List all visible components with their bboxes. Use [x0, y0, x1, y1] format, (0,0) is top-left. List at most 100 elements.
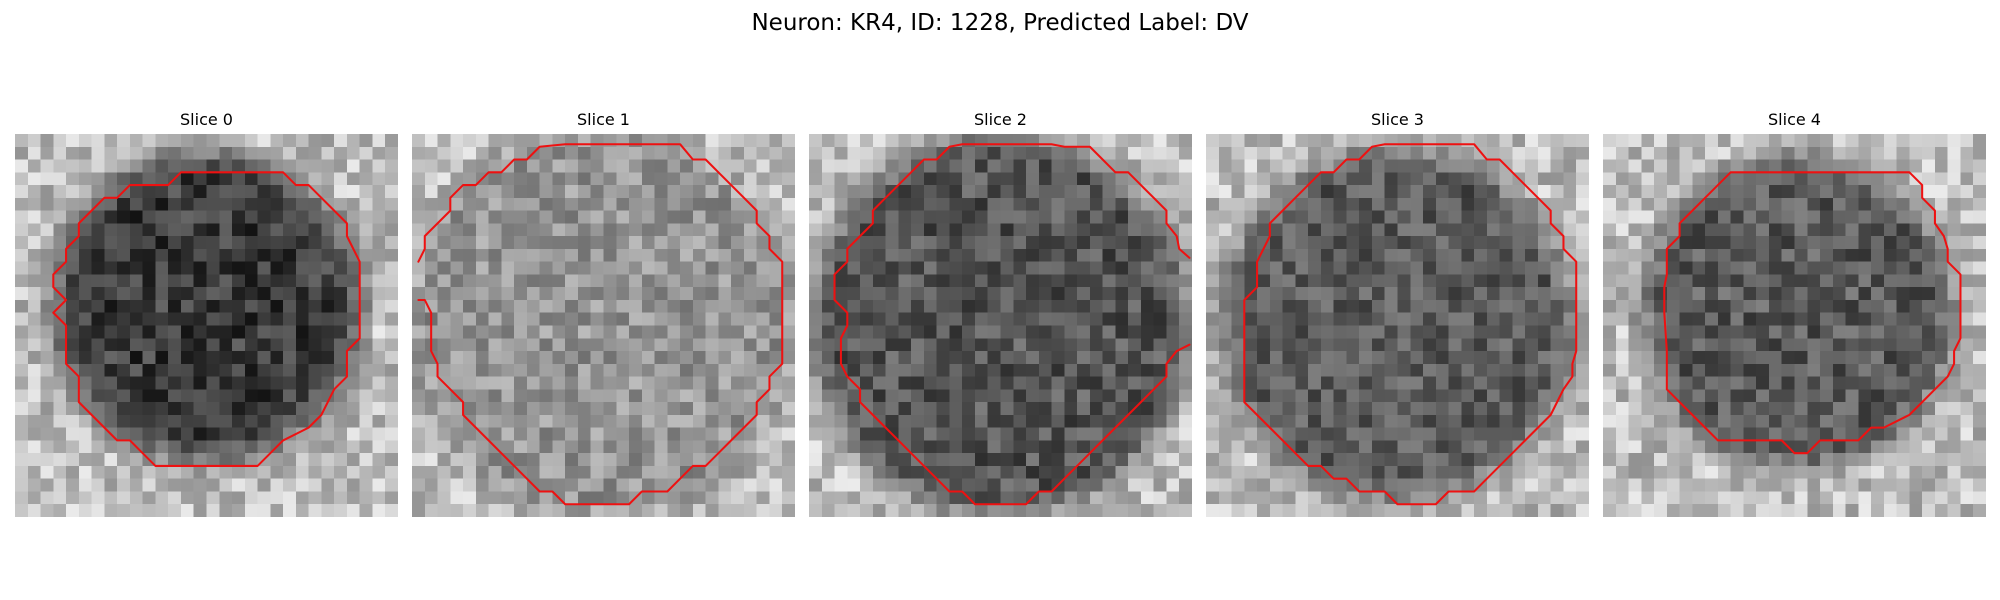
image-pixel	[1371, 159, 1385, 173]
image-pixel	[872, 172, 886, 186]
image-pixel	[308, 312, 322, 326]
image-pixel	[526, 134, 540, 148]
image-pixel	[1089, 274, 1103, 288]
image-pixel	[437, 287, 451, 301]
image-pixel	[1435, 465, 1449, 479]
image-pixel	[1845, 465, 1859, 479]
image-pixel	[1000, 299, 1014, 313]
image-pixel	[1320, 223, 1334, 237]
image-pixel	[923, 172, 937, 186]
image-pixel	[1397, 440, 1411, 454]
image-pixel	[1423, 159, 1437, 173]
image-pixel	[270, 376, 284, 390]
image-pixel	[1641, 465, 1655, 479]
image-pixel	[1550, 414, 1564, 428]
image-pixel	[1448, 210, 1462, 224]
image-pixel	[962, 427, 976, 441]
image-pixel	[1832, 274, 1846, 288]
image-pixel	[463, 172, 477, 186]
image-pixel	[91, 389, 105, 403]
image-pixel	[603, 146, 617, 160]
image-pixel	[437, 185, 451, 199]
image-pixel	[1537, 159, 1551, 173]
image-pixel	[1269, 478, 1283, 492]
image-pixel	[1269, 185, 1283, 199]
image-pixel	[27, 210, 41, 224]
image-pixel	[718, 185, 732, 199]
image-pixel	[1179, 363, 1192, 377]
image-pixel	[1140, 453, 1154, 467]
image-pixel	[1295, 414, 1309, 428]
image-pixel	[974, 491, 988, 505]
image-pixel	[743, 146, 757, 160]
image-pixel	[1768, 363, 1782, 377]
image-pixel	[1064, 274, 1078, 288]
image-pixel	[756, 146, 770, 160]
image-pixel	[1654, 172, 1668, 186]
image-pixel	[667, 210, 681, 224]
image-pixel	[705, 312, 719, 326]
image-pixel	[1231, 210, 1245, 224]
image-pixel	[1308, 134, 1322, 148]
image-pixel	[1423, 197, 1437, 211]
image-pixel	[923, 210, 937, 224]
image-pixel	[1102, 134, 1116, 148]
image-pixel	[66, 172, 80, 186]
image-pixel	[27, 376, 41, 390]
slice-image-3	[1206, 134, 1589, 517]
image-pixel	[1000, 172, 1014, 186]
image-pixel	[1858, 261, 1872, 275]
image-pixel	[809, 274, 823, 288]
image-pixel	[1871, 299, 1885, 313]
image-pixel	[155, 185, 169, 199]
image-pixel	[1794, 363, 1808, 377]
image-pixel	[1000, 363, 1014, 377]
image-pixel	[1423, 453, 1437, 467]
image-pixel	[1231, 134, 1245, 148]
image-pixel	[1960, 287, 1974, 301]
image-pixel	[1832, 427, 1846, 441]
image-pixel	[949, 440, 963, 454]
image-pixel	[1807, 197, 1821, 211]
image-pixel	[1743, 453, 1757, 467]
image-pixel	[372, 274, 386, 288]
image-pixel	[1909, 185, 1923, 199]
image-pixel	[412, 197, 426, 211]
image-pixel	[1922, 146, 1936, 160]
image-pixel	[590, 504, 604, 517]
image-pixel	[104, 134, 118, 148]
image-pixel	[539, 338, 553, 352]
image-pixel	[1871, 312, 1885, 326]
image-pixel	[117, 376, 131, 390]
image-pixel	[1115, 312, 1129, 326]
image-pixel	[705, 236, 719, 250]
image-pixel	[40, 236, 54, 250]
image-pixel	[1179, 465, 1192, 479]
image-pixel	[15, 185, 29, 199]
image-pixel	[1820, 236, 1834, 250]
image-pixel	[987, 287, 1001, 301]
image-pixel	[193, 376, 207, 390]
image-pixel	[667, 197, 681, 211]
image-pixel	[53, 185, 67, 199]
image-pixel	[756, 453, 770, 467]
image-pixel	[1308, 389, 1322, 403]
image-pixel	[1257, 312, 1271, 326]
image-pixel	[1807, 172, 1821, 186]
image-pixel	[1448, 491, 1462, 505]
image-pixel	[27, 134, 41, 148]
image-pixel	[1051, 491, 1065, 505]
image-pixel	[1909, 389, 1923, 403]
image-pixel	[1474, 261, 1488, 275]
image-pixel	[860, 427, 874, 441]
image-pixel	[1845, 363, 1859, 377]
image-pixel	[590, 363, 604, 377]
image-pixel	[1064, 223, 1078, 237]
image-pixel	[219, 465, 233, 479]
image-pixel	[577, 440, 591, 454]
image-pixel	[1140, 172, 1154, 186]
image-pixel	[244, 389, 258, 403]
image-pixel	[1756, 197, 1770, 211]
image-pixel	[616, 325, 630, 339]
image-pixel	[1550, 427, 1564, 441]
